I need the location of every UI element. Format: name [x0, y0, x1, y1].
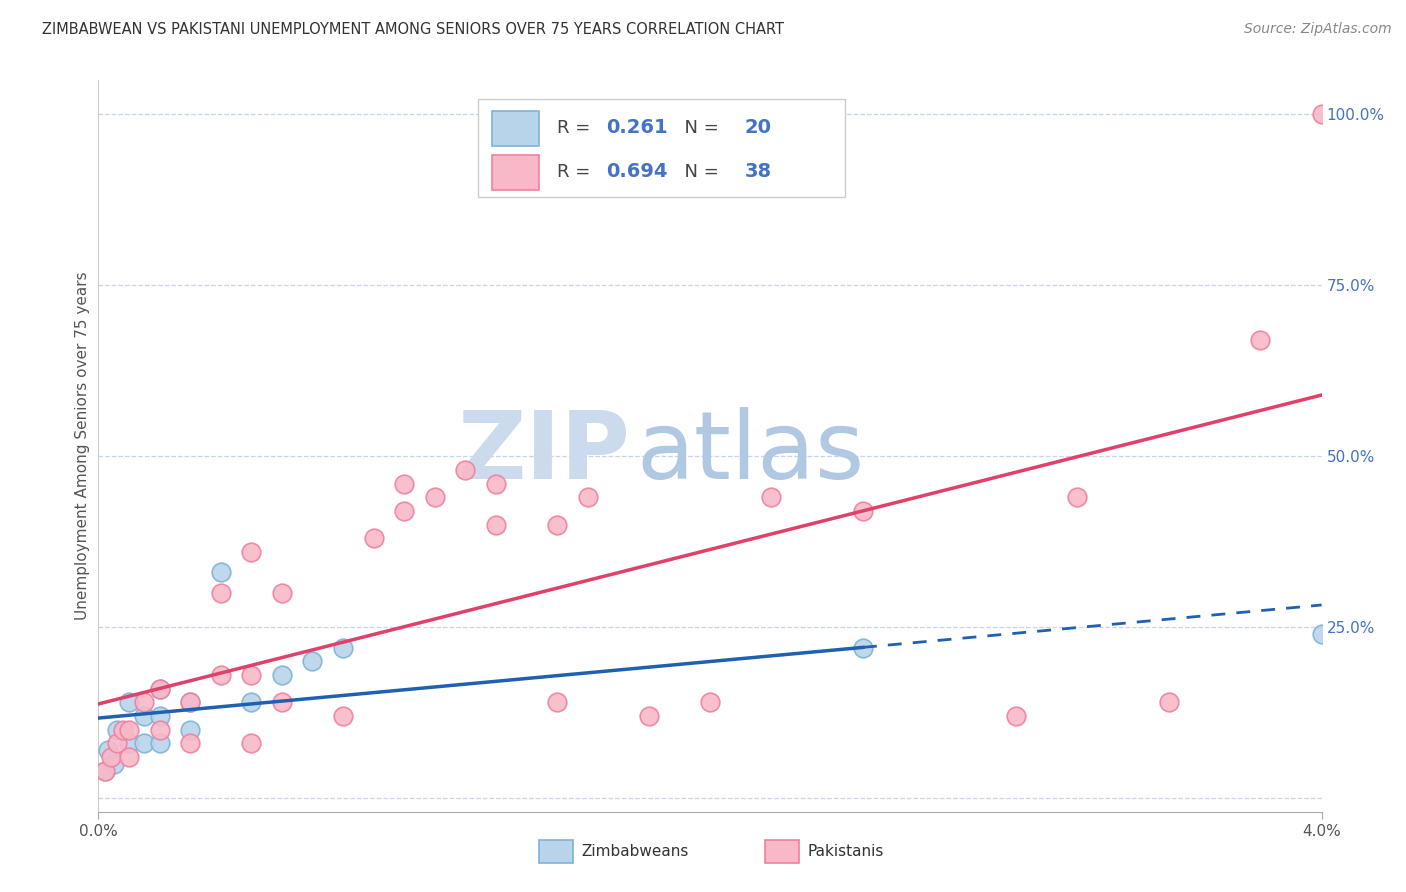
- Text: 38: 38: [744, 162, 772, 181]
- Point: [179, 736, 201, 750]
- Point: [485, 517, 508, 532]
- Point: [240, 736, 263, 750]
- Point: [97, 743, 120, 757]
- Text: Source: ZipAtlas.com: Source: ZipAtlas.com: [1244, 22, 1392, 37]
- Point: [93, 764, 115, 778]
- Point: [209, 566, 232, 580]
- Point: [100, 750, 122, 764]
- Point: [240, 545, 263, 559]
- Point: [111, 723, 134, 737]
- Point: [1066, 490, 1088, 504]
- FancyBboxPatch shape: [492, 111, 538, 146]
- Point: [1249, 333, 1271, 347]
- Point: [103, 756, 125, 771]
- Point: [179, 695, 201, 709]
- FancyBboxPatch shape: [478, 99, 845, 197]
- Point: [149, 681, 172, 696]
- Point: [363, 531, 385, 545]
- Point: [118, 723, 141, 737]
- FancyBboxPatch shape: [492, 155, 538, 190]
- Point: [546, 695, 568, 709]
- Text: atlas: atlas: [637, 408, 865, 500]
- Point: [392, 476, 416, 491]
- Point: [118, 695, 141, 709]
- Text: 0.261: 0.261: [606, 119, 668, 137]
- Text: R =: R =: [557, 162, 596, 181]
- Text: ZIP: ZIP: [457, 408, 630, 500]
- Point: [1157, 695, 1180, 709]
- Point: [209, 586, 232, 600]
- Point: [149, 723, 172, 737]
- Point: [149, 681, 172, 696]
- Text: N =: N =: [673, 162, 725, 181]
- Point: [105, 736, 128, 750]
- Text: ZIMBABWEAN VS PAKISTANI UNEMPLOYMENT AMONG SENIORS OVER 75 YEARS CORRELATION CHA: ZIMBABWEAN VS PAKISTANI UNEMPLOYMENT AMO…: [42, 22, 785, 37]
- Point: [105, 723, 128, 737]
- Text: 0.694: 0.694: [606, 162, 668, 181]
- Point: [332, 640, 354, 655]
- Point: [118, 750, 141, 764]
- Text: Zimbabweans: Zimbabweans: [582, 844, 689, 859]
- Point: [759, 490, 782, 504]
- Point: [546, 517, 568, 532]
- Point: [270, 695, 294, 709]
- Point: [179, 723, 201, 737]
- Point: [423, 490, 446, 504]
- Point: [134, 709, 156, 723]
- FancyBboxPatch shape: [765, 839, 800, 863]
- Point: [149, 736, 172, 750]
- FancyBboxPatch shape: [538, 839, 574, 863]
- Text: N =: N =: [673, 119, 725, 136]
- Y-axis label: Unemployment Among Seniors over 75 years: Unemployment Among Seniors over 75 years: [75, 272, 90, 620]
- Text: R =: R =: [557, 119, 596, 136]
- Point: [332, 709, 354, 723]
- Point: [93, 764, 115, 778]
- Text: Pakistanis: Pakistanis: [808, 844, 884, 859]
- Point: [118, 736, 141, 750]
- Point: [149, 709, 172, 723]
- Point: [240, 668, 263, 682]
- Point: [1310, 627, 1333, 641]
- Point: [637, 709, 661, 723]
- Point: [240, 695, 263, 709]
- Point: [270, 586, 294, 600]
- Point: [209, 668, 232, 682]
- Point: [134, 736, 156, 750]
- Point: [852, 640, 875, 655]
- Point: [576, 490, 599, 504]
- Point: [134, 695, 156, 709]
- Point: [179, 695, 201, 709]
- Point: [301, 654, 323, 668]
- Point: [454, 463, 477, 477]
- Point: [699, 695, 721, 709]
- Point: [392, 504, 416, 518]
- Point: [1310, 107, 1333, 121]
- Text: 20: 20: [744, 119, 772, 137]
- Point: [1004, 709, 1026, 723]
- Point: [852, 504, 875, 518]
- Point: [270, 668, 294, 682]
- Point: [485, 476, 508, 491]
